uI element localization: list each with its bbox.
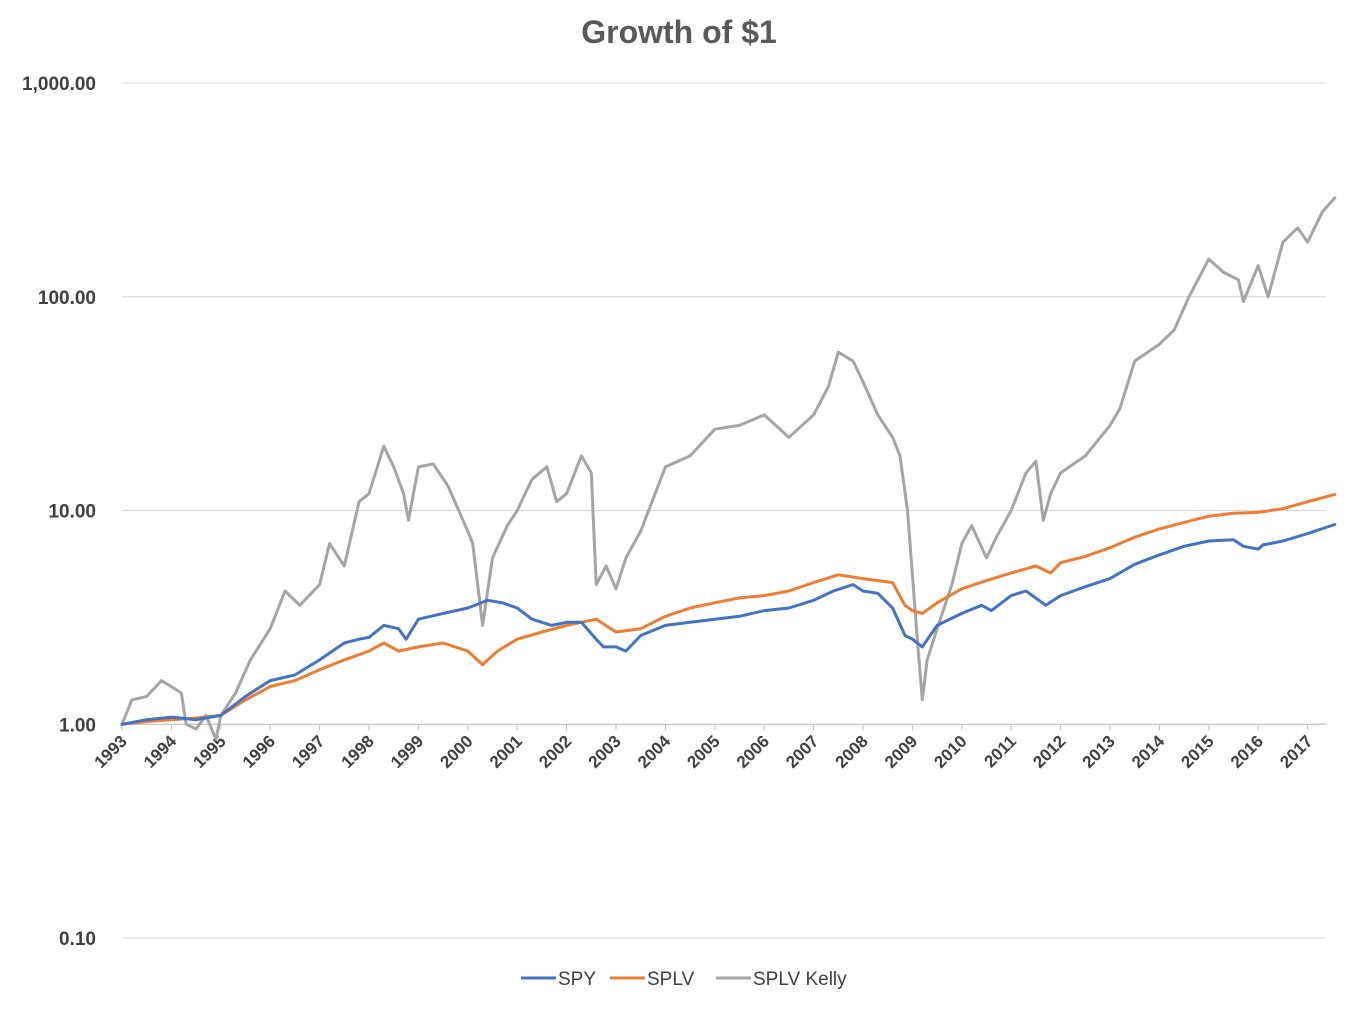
series-line-splv-kelly xyxy=(120,196,1337,741)
legend-label: SPLV Kelly xyxy=(753,969,847,990)
y-tick-label: 0.10 xyxy=(59,929,96,950)
x-tick-label: 1995 xyxy=(189,732,229,772)
x-tick-label: 2011 xyxy=(981,732,1021,772)
x-tick-label: 2016 xyxy=(1227,732,1267,772)
x-tick-label: 2010 xyxy=(930,732,970,772)
x-tick-label: 1994 xyxy=(140,731,181,772)
series-lines xyxy=(120,196,1337,741)
x-tick-label: 1993 xyxy=(91,732,131,772)
x-tick-label: 2012 xyxy=(1029,732,1069,772)
x-tick-label: 2015 xyxy=(1177,732,1217,772)
x-tick-label: 2001 xyxy=(486,732,526,772)
x-tick-label: 2009 xyxy=(881,732,921,772)
y-tick-label: 1.00 xyxy=(59,715,96,736)
x-tick-label: 2006 xyxy=(733,732,773,772)
gridlines xyxy=(122,82,1326,939)
series-line-splv xyxy=(120,492,1337,726)
x-tick-label: 2017 xyxy=(1276,732,1316,772)
x-tick-label: 2000 xyxy=(436,732,476,772)
y-axis-ticks: 0.10 1.00 10.00 100.00 1,000.00 xyxy=(22,74,96,950)
x-tick-label: 1997 xyxy=(288,732,328,772)
y-tick-label: 1,000.00 xyxy=(22,74,96,95)
series-line-spy xyxy=(120,523,1337,726)
x-tick-label: 2014 xyxy=(1128,731,1169,772)
x-tick-label: 1996 xyxy=(239,732,279,772)
x-tick-label: 1998 xyxy=(338,732,378,772)
legend-label: SPLV xyxy=(647,969,695,990)
x-tick-label: 2003 xyxy=(585,732,625,772)
x-tick-label: 2004 xyxy=(634,731,675,772)
x-tick-label: 2002 xyxy=(535,732,575,772)
x-tick-label: 2013 xyxy=(1079,732,1119,772)
x-tick-label: 2007 xyxy=(782,732,822,772)
y-tick-label: 100.00 xyxy=(38,288,96,309)
legend-label: SPY xyxy=(558,969,596,990)
x-tick-label: 2008 xyxy=(832,732,872,772)
x-tick-label: 1999 xyxy=(387,732,427,772)
x-tick-label: 2005 xyxy=(683,732,723,772)
y-tick-label: 10.00 xyxy=(48,502,96,523)
x-axis-ticks: 1993 1994 1995 1996 1997 1998 1999 2000 2001 2002… xyxy=(91,724,1316,772)
chart-title: Growth of $1 xyxy=(581,14,777,50)
legend: SPY SPLV SPLV Kelly xyxy=(521,969,847,990)
